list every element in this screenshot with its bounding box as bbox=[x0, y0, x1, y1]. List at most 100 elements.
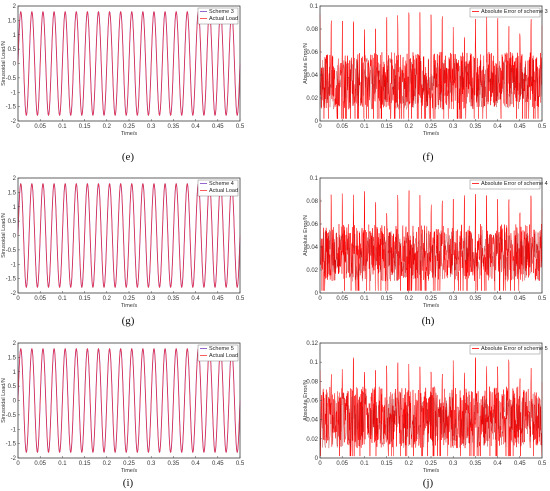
y-tick-label: 0.08 bbox=[306, 379, 318, 385]
legend-label: Scheme 3 bbox=[209, 9, 234, 15]
x-tick-label: 0.45 bbox=[212, 296, 224, 302]
x-tick-label: 0.15 bbox=[381, 124, 393, 130]
y-tick-label: 0 bbox=[13, 62, 17, 68]
x-tick-label: 0.35 bbox=[470, 461, 482, 467]
legend-label: Actual Load bbox=[209, 353, 238, 359]
x-tick-label: 0 bbox=[16, 124, 20, 130]
y-tick-label: 0.04 bbox=[306, 418, 318, 424]
x-tick-label: 0.4 bbox=[191, 461, 200, 467]
x-tick-label: 0.05 bbox=[34, 296, 46, 302]
y-tick-label: 0.06 bbox=[306, 399, 318, 405]
panel-label: (h) bbox=[422, 315, 435, 327]
x-axis-label: Time/s bbox=[423, 468, 440, 474]
x-tick-label: 0.2 bbox=[405, 461, 414, 467]
y-axis-label: Sinusoidal Load/N bbox=[1, 213, 7, 258]
x-axis-label: Time/s bbox=[121, 468, 138, 474]
chart-panel: 0 0.05 0.1 0.15 0.2 0.25 0.3 0.35 0.4 0.45 0.5 2 1.5… bbox=[1, 341, 245, 489]
y-tick-label: -0.5 bbox=[6, 76, 17, 82]
y-tick-label: 0.04 bbox=[306, 73, 318, 79]
x-axis-label: Time/s bbox=[423, 131, 440, 137]
y-axis-label: Absolute Error/N bbox=[303, 380, 309, 421]
x-tick-label: 0.15 bbox=[79, 124, 91, 130]
x-tick-label: 0.35 bbox=[168, 461, 180, 467]
y-tick-label: 1 bbox=[13, 33, 17, 39]
x-tick-label: 0.3 bbox=[449, 296, 458, 302]
series-line-abs-error bbox=[319, 357, 543, 457]
panel-label: (i) bbox=[123, 477, 134, 489]
x-tick-label: 0.45 bbox=[514, 296, 526, 302]
panel-label: (j) bbox=[423, 477, 434, 489]
y-axis-label: Sinusoidal Load/N bbox=[1, 378, 7, 423]
x-tick-label: 0.25 bbox=[123, 296, 135, 302]
x-tick-label: 0.2 bbox=[405, 296, 414, 302]
y-tick-label: 0.04 bbox=[306, 245, 318, 251]
y-tick-label: -1.5 bbox=[6, 277, 17, 283]
x-tick-label: 0.5 bbox=[538, 296, 547, 302]
y-tick-label: -2 bbox=[11, 119, 17, 125]
y-tick-label: 0.1 bbox=[310, 176, 319, 182]
chart-panel: 0 0.05 0.1 0.15 0.2 0.25 0.3 0.35 0.4 0.45 0.5 0.1 0… bbox=[303, 4, 548, 163]
x-tick-label: 0.5 bbox=[236, 461, 245, 467]
x-tick-label: 0.4 bbox=[191, 124, 200, 130]
y-tick-label: -0.5 bbox=[6, 248, 17, 254]
series-line-actual-load bbox=[17, 11, 241, 116]
y-tick-label: -1 bbox=[11, 90, 17, 96]
x-tick-label: 0.35 bbox=[470, 296, 482, 302]
x-tick-label: 0.35 bbox=[470, 124, 482, 130]
legend-label: Scheme 4 bbox=[209, 181, 234, 187]
y-tick-label: 0.02 bbox=[306, 96, 318, 102]
y-tick-label: 0 bbox=[315, 291, 319, 297]
x-tick-label: 0.25 bbox=[425, 296, 437, 302]
x-tick-label: 0.5 bbox=[538, 124, 547, 130]
x-tick-label: 0.3 bbox=[449, 124, 458, 130]
y-tick-label: 0.06 bbox=[306, 222, 318, 228]
x-tick-label: 0.4 bbox=[493, 124, 502, 130]
x-tick-label: 0.3 bbox=[147, 461, 156, 467]
x-tick-label: 0.05 bbox=[336, 124, 348, 130]
y-axis-label: Absolute Error/N bbox=[303, 215, 309, 256]
legend-label: Absolute Error of scheme 3 bbox=[481, 9, 548, 15]
legend: Absolute Error of scheme 4 bbox=[469, 179, 548, 190]
legend-label: Actual Load bbox=[209, 16, 238, 22]
legend-box bbox=[197, 344, 239, 362]
x-tick-label: 0.25 bbox=[123, 461, 135, 467]
x-tick-label: 0.25 bbox=[123, 124, 135, 130]
x-tick-label: 0.4 bbox=[191, 296, 200, 302]
x-axis-label: Time/s bbox=[423, 303, 440, 309]
y-tick-label: -1.5 bbox=[6, 442, 17, 448]
legend-box bbox=[469, 344, 541, 355]
x-tick-label: 0.2 bbox=[103, 296, 112, 302]
legend-label: Absolute Error of scheme 5 bbox=[481, 346, 548, 352]
x-tick-label: 0.15 bbox=[79, 296, 91, 302]
x-tick-label: 0.4 bbox=[493, 296, 502, 302]
x-tick-label: 0.3 bbox=[449, 461, 458, 467]
x-tick-label: 0.2 bbox=[405, 124, 414, 130]
series-line-actual-load bbox=[17, 183, 241, 288]
x-axis-label: Time/s bbox=[121, 131, 138, 137]
x-tick-label: 0 bbox=[318, 124, 322, 130]
y-tick-label: -0.5 bbox=[6, 413, 17, 419]
x-tick-label: 0.45 bbox=[514, 124, 526, 130]
legend: Absolute Error of scheme 3 bbox=[469, 7, 548, 18]
x-tick-label: 0.05 bbox=[34, 124, 46, 130]
y-tick-label: 0.02 bbox=[306, 268, 318, 274]
x-tick-label: 0.15 bbox=[381, 461, 393, 467]
x-tick-label: 0.2 bbox=[103, 461, 112, 467]
x-tick-label: 0.4 bbox=[493, 461, 502, 467]
y-tick-label: -2 bbox=[11, 456, 17, 462]
x-tick-label: 0.5 bbox=[236, 124, 245, 130]
y-axis-label: Sinusoidal Load/N bbox=[1, 41, 7, 86]
chart-panel: 0 0.05 0.1 0.15 0.2 0.25 0.3 0.35 0.4 0.45 0.5 2 1.5… bbox=[1, 4, 245, 163]
panel-label: (g) bbox=[122, 315, 135, 327]
x-tick-label: 0.3 bbox=[147, 296, 156, 302]
legend-label: Scheme 5 bbox=[209, 346, 234, 352]
panel-label: (f) bbox=[423, 151, 434, 163]
x-tick-label: 0.5 bbox=[236, 296, 245, 302]
y-tick-label: 0.08 bbox=[306, 199, 318, 205]
x-tick-label: 0.45 bbox=[212, 461, 224, 467]
legend-box bbox=[469, 179, 541, 190]
